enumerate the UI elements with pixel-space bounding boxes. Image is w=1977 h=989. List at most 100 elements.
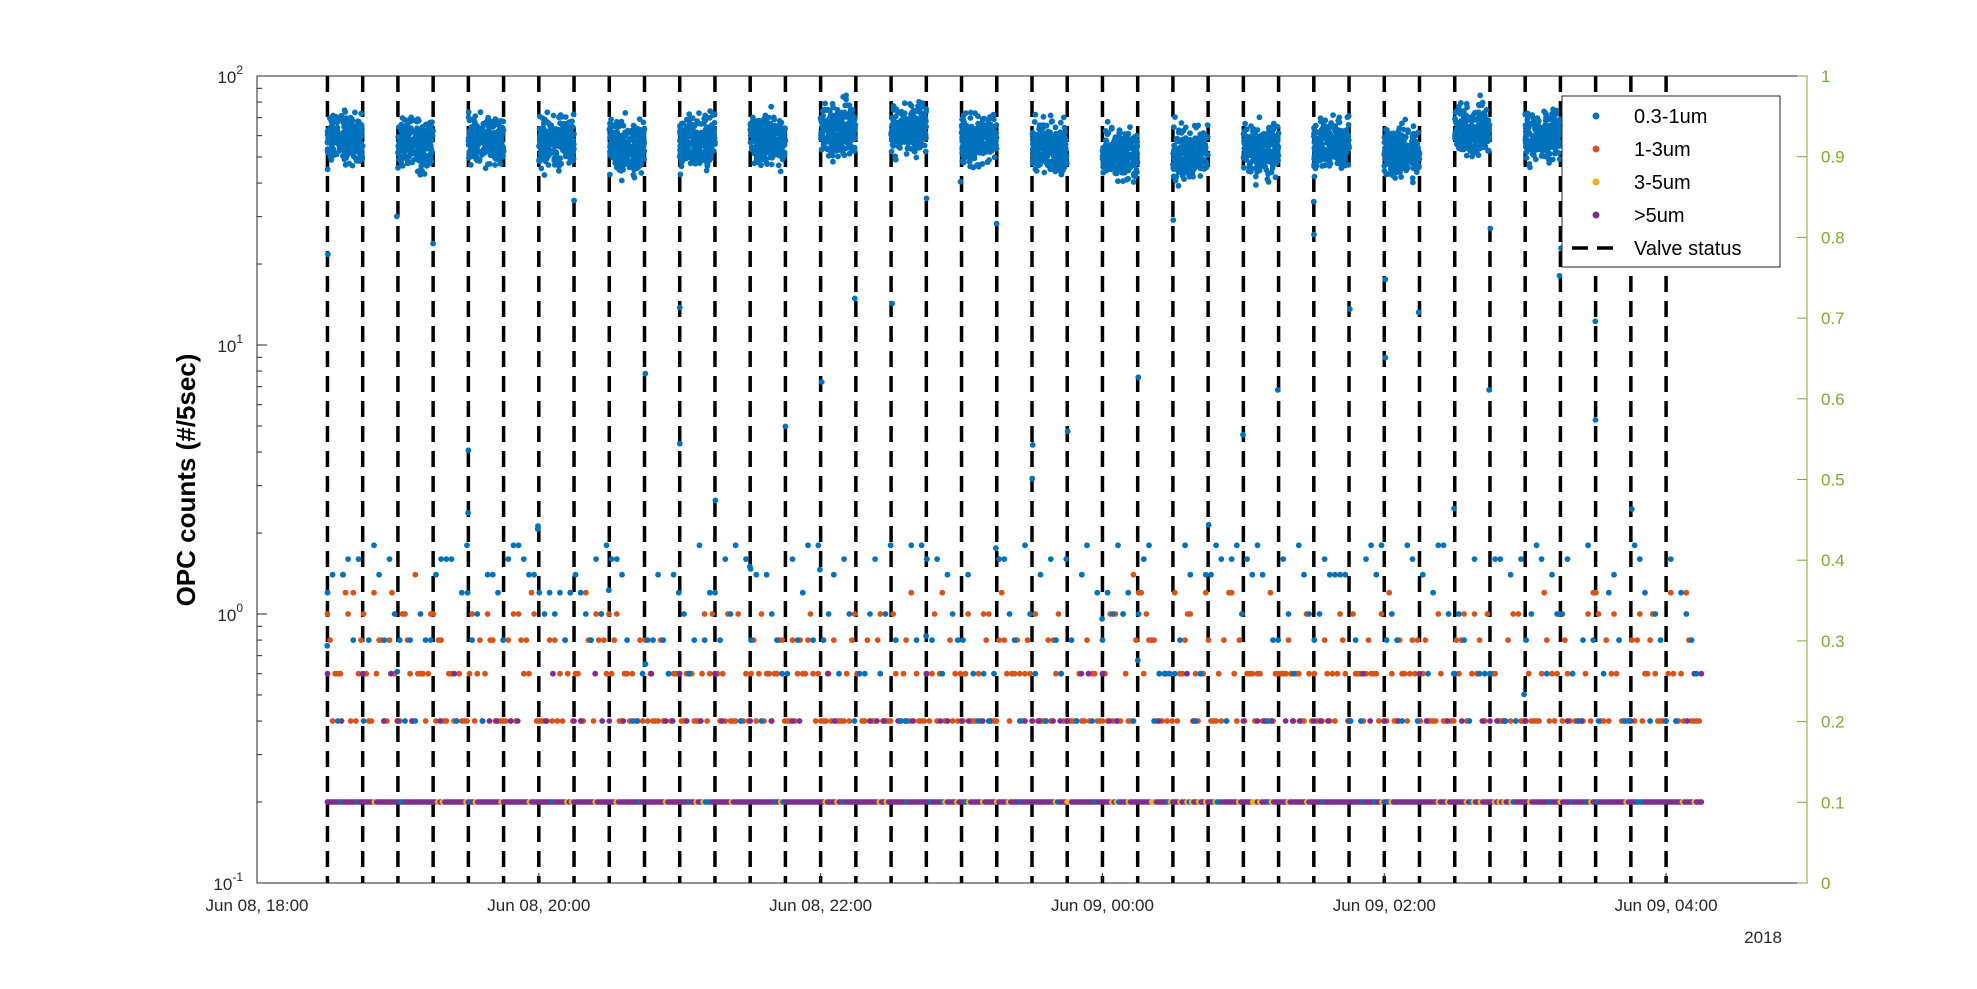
series-0.3-1um-point (644, 637, 651, 643)
series-0.3-1um-point (1171, 670, 1178, 677)
series-1-3um-point (1215, 670, 1222, 677)
series-0.3-1um-point (474, 611, 481, 617)
series-0.3-1um-point (551, 148, 558, 155)
series-1-3um-point (913, 670, 920, 677)
series-gt5um-point (923, 670, 930, 677)
series-gt5um-point (958, 718, 965, 724)
series-0.3-1um-point (676, 304, 683, 311)
series-0.3-1um-point (1134, 139, 1140, 146)
series-1-3um-point (949, 718, 956, 724)
series-0.3-1um-point (1183, 165, 1190, 172)
series-1-3um-point (931, 611, 938, 617)
series-0.3-1um-point (1242, 120, 1248, 127)
series-1-3um-point (420, 670, 426, 677)
series-gt5um-point (874, 718, 880, 724)
series-0.3-1um-point (1590, 637, 1597, 643)
series-0.3-1um-point (1161, 670, 1168, 677)
series-0.3-1um-point (962, 147, 969, 154)
series-gt5um-point (965, 718, 972, 724)
series-0.3-1um-point (1057, 119, 1064, 126)
series-0.3-1um-point (824, 118, 831, 124)
series-0.3-1um-point (329, 123, 335, 130)
series-gt5um-point (712, 670, 718, 677)
series-0.3-1um-point (977, 141, 983, 148)
series-0.3-1um-point (985, 718, 992, 724)
series-0.3-1um-point (893, 113, 899, 120)
series-0.3-1um-point (843, 114, 850, 120)
series-0.3-1um-point (1034, 147, 1041, 154)
series-0.3-1um-point (1471, 556, 1478, 562)
series-0.3-1um-point (1181, 176, 1187, 183)
series-1-3um-point (699, 670, 705, 677)
series-0.3-1um-point (690, 154, 697, 161)
series-0.3-1um-point (1042, 718, 1049, 724)
series-0.3-1um-point (820, 637, 827, 643)
series-0.3-1um-point (331, 139, 338, 146)
series-1-3um-point (1644, 670, 1651, 677)
series-0.3-1um-point (1104, 589, 1111, 596)
series-0.3-1um-point (1264, 139, 1271, 146)
series-gt5um-point (909, 718, 916, 724)
series-0.3-1um-point (1115, 178, 1121, 185)
series-0.3-1um-point (1688, 637, 1695, 643)
series-0.3-1um-point (1321, 556, 1328, 562)
series-gt5um-point (1050, 718, 1056, 724)
series-0.3-1um-point (957, 178, 964, 185)
series-0.3-1um-point (752, 144, 759, 151)
series-gt5um-point (359, 670, 366, 677)
series-1-3um-point (947, 637, 953, 643)
series-0.3-1um-point (536, 113, 543, 120)
series-1-3um-point (611, 637, 618, 643)
series-1-3um-point (575, 670, 581, 677)
series-0.3-1um-point (1647, 718, 1653, 724)
series-0.3-1um-point (1099, 616, 1105, 622)
series-0.3-1um-point (839, 131, 845, 138)
series-1-3um-point (1257, 670, 1263, 677)
series-1-3um-point (1505, 637, 1511, 643)
series-0.3-1um-point (402, 153, 409, 160)
series-0.3-1um-point (1268, 169, 1275, 176)
series-0.3-1um-point (1041, 169, 1048, 176)
series-0.3-1um-point (778, 152, 785, 159)
series-0.3-1um-point (825, 611, 832, 617)
series-gt5um-point (698, 718, 704, 724)
series-1-3um-point (704, 718, 711, 724)
series-0.3-1um-point (371, 542, 377, 549)
series-0.3-1um-point (1554, 611, 1560, 617)
series-0.3-1um-point (681, 127, 688, 134)
series-0.3-1um-point (815, 542, 822, 549)
series-1-3um-point (655, 718, 661, 724)
series-0.3-1um-point (696, 139, 703, 145)
series-gt5um-point (1184, 670, 1190, 677)
series-1-3um-point (1205, 637, 1212, 643)
series-0.3-1um-point (505, 556, 512, 562)
series-1-3um-point (929, 670, 935, 677)
series-0.3-1um-point (619, 160, 626, 167)
series-0.3-1um-point (1662, 718, 1669, 724)
series-1-3um-point (1045, 637, 1052, 643)
series-1-3um-point (1099, 718, 1106, 724)
series-1-3um-point (1432, 718, 1439, 724)
series-1-3um-point (890, 611, 897, 617)
series-0.3-1um-point (1099, 148, 1106, 154)
series-1-3um-point (1683, 589, 1690, 596)
series-0.3-1um-point (1430, 589, 1436, 596)
series-0.3-1um-point (822, 100, 828, 107)
series-1-3um-point (892, 670, 899, 677)
series-0.3-1um-point (634, 165, 641, 171)
series-1-3um-point (810, 670, 816, 677)
series-1-3um-point (1228, 589, 1235, 596)
series-gt5um-point (1325, 718, 1331, 724)
series-0.3-1um-point (617, 150, 623, 157)
series-1-3um-point (1585, 611, 1591, 617)
series-1-3um-point (1055, 611, 1062, 617)
series-0.3-1um-point (1054, 164, 1061, 171)
series-0.3-1um-point (358, 110, 364, 117)
series-0.3-1um-point (710, 112, 717, 118)
series-0.3-1um-point (350, 133, 357, 139)
series-0.3-1um-point (464, 542, 470, 549)
series-0.3-1um-point (395, 134, 402, 140)
series-1-3um-point (1536, 718, 1542, 724)
series-0.3-1um-point (616, 122, 623, 128)
series-0.3-1um-point (818, 135, 824, 142)
